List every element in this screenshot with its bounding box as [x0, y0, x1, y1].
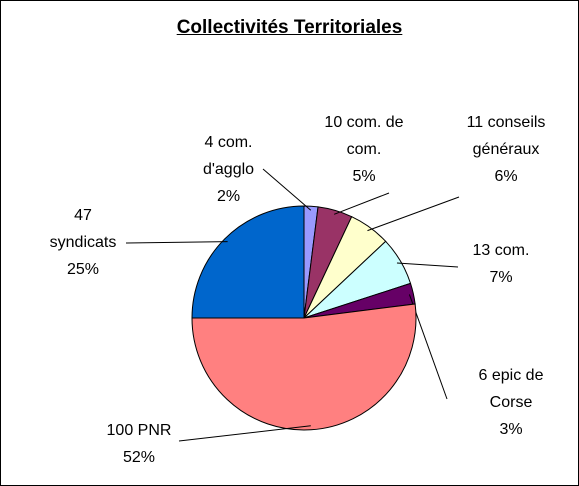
slice-label: 47 syndicats 25%: [43, 202, 123, 283]
category-label: 13 com.: [472, 242, 530, 259]
category-label: 4 com. d'agglo: [202, 134, 255, 178]
slice-label: 13 com. 7%: [456, 237, 546, 291]
slice-label: 6 epic de Corse 3%: [461, 362, 561, 443]
pie-slice: [191, 205, 305, 319]
slice-label: 11 conseils généraux 6%: [466, 109, 546, 190]
value-label: 5%: [352, 168, 376, 185]
leader-line: [396, 262, 459, 268]
leader-line: [178, 425, 311, 442]
leader-line: [333, 192, 390, 215]
category-label: 10 com. de com.: [324, 114, 404, 158]
leader-line: [367, 196, 460, 232]
leader-line: [262, 168, 312, 211]
value-label: 52%: [122, 449, 156, 466]
slice-label: 100 PNR 52%: [96, 417, 182, 471]
category-label: 6 epic de Corse: [478, 367, 544, 411]
value-label: 7%: [489, 269, 513, 286]
pie-slice: [191, 303, 417, 431]
category-label: 11 conseils généraux: [466, 114, 546, 158]
value-label: 2%: [216, 188, 241, 205]
slice-label: 10 com. de com. 5%: [311, 109, 417, 190]
category-label: 47 syndicats: [49, 207, 117, 251]
category-label: 100 PNR: [106, 422, 172, 439]
slice-label: 4 com. d'agglo 2%: [191, 129, 266, 210]
chart-title: Collectivités Territoriales: [176, 17, 403, 38]
value-label: 3%: [499, 421, 523, 438]
leader-line: [125, 241, 228, 244]
value-label: 25%: [66, 261, 100, 278]
value-label: 6%: [494, 168, 518, 185]
